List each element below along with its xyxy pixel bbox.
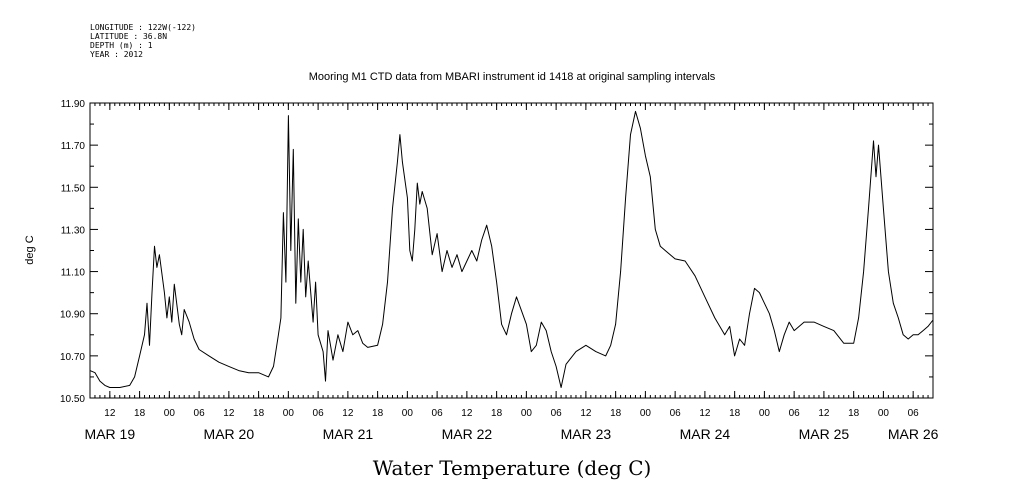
x-hour-label: 00 bbox=[283, 408, 295, 419]
x-hour-label: 12 bbox=[104, 408, 116, 419]
x-date-label: MAR 23 bbox=[561, 426, 612, 442]
header-latitude: LATITUDE : 36.8N bbox=[90, 32, 167, 41]
x-hour-label: 18 bbox=[253, 408, 265, 419]
metadata-header: LONGITUDE : 122W(-122) LATITUDE : 36.8N … bbox=[90, 23, 196, 59]
header-longitude: LONGITUDE : 122W(-122) bbox=[90, 23, 196, 32]
x-hour-label: 18 bbox=[729, 408, 741, 419]
y-tick-label: 11.30 bbox=[61, 225, 86, 236]
x-hour-label: 12 bbox=[699, 408, 711, 419]
x-hour-label: 06 bbox=[670, 408, 682, 419]
x-hour-label: 12 bbox=[223, 408, 235, 419]
x-hour-label: 12 bbox=[580, 408, 592, 419]
header-year: YEAR : 2012 bbox=[90, 50, 143, 59]
y-tick-label: 10.50 bbox=[60, 394, 85, 405]
x-hour-label: 12 bbox=[461, 408, 473, 419]
header-depth: DEPTH (m) : 1 bbox=[90, 41, 153, 50]
y-tick-label: 10.90 bbox=[60, 310, 85, 321]
x-hour-label: 06 bbox=[789, 408, 801, 419]
x-date-label: MAR 25 bbox=[799, 426, 850, 442]
chart-title: Mooring M1 CTD data from MBARI instrumen… bbox=[309, 71, 716, 83]
x-hour-label: 00 bbox=[640, 408, 652, 419]
x-hour-label: 00 bbox=[164, 408, 176, 419]
x-date-label: MAR 19 bbox=[85, 426, 136, 442]
x-hour-label: 06 bbox=[194, 408, 206, 419]
y-tick-label: 11.70 bbox=[61, 141, 86, 152]
x-hour-label: 18 bbox=[848, 408, 860, 419]
x-date-label: MAR 24 bbox=[680, 426, 731, 442]
x-hour-label: 00 bbox=[759, 408, 771, 419]
x-hour-label: 00 bbox=[402, 408, 414, 419]
y-tick-label: 11.50 bbox=[61, 183, 86, 194]
plot-frame bbox=[89, 102, 934, 399]
y-tick-label: 11.10 bbox=[61, 268, 86, 279]
y-tick-label: 10.70 bbox=[60, 352, 85, 363]
x-hour-label: 18 bbox=[372, 408, 384, 419]
x-hour-label: 12 bbox=[342, 408, 354, 419]
x-axis-label: Water Temperature (deg C) bbox=[373, 456, 652, 480]
x-hour-label: 18 bbox=[134, 408, 146, 419]
x-hour-label: 18 bbox=[610, 408, 622, 419]
x-date-label: MAR 22 bbox=[442, 426, 493, 442]
y-axis-label: deg C bbox=[24, 235, 36, 264]
axes: 10.50 10.70 10.90 11.10 11.30 11.50 11.70 11.90… bbox=[60, 99, 939, 442]
x-date-label: MAR 20 bbox=[204, 426, 255, 442]
x-hour-label: 12 bbox=[818, 408, 830, 419]
y-tick-label: 11.90 bbox=[61, 99, 86, 110]
x-hour-label: 06 bbox=[908, 408, 920, 419]
x-hour-label: 06 bbox=[432, 408, 444, 419]
x-hour-label: 00 bbox=[878, 408, 890, 419]
x-hour-label: 06 bbox=[551, 408, 563, 419]
series-line-0 bbox=[89, 110, 934, 388]
x-hour-label: 18 bbox=[491, 408, 503, 419]
x-hour-label: 06 bbox=[313, 408, 325, 419]
x-date-label: MAR 21 bbox=[323, 426, 374, 442]
x-hour-label: 00 bbox=[521, 408, 533, 419]
series-layer bbox=[89, 110, 934, 388]
x-date-label: MAR 26 bbox=[888, 426, 939, 442]
